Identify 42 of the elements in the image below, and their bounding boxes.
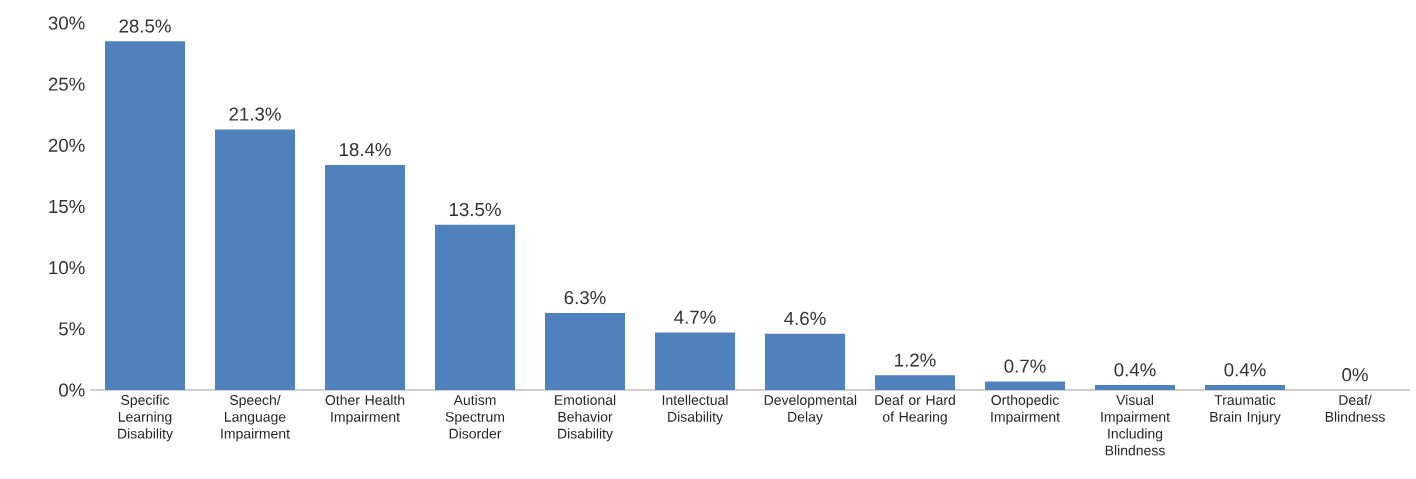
- data-label: 4.7%: [674, 310, 716, 324]
- x-tick-label: Traumatic Brain Injury: [1210, 394, 1281, 425]
- data-label: 28.5%: [119, 19, 171, 33]
- x-tick-label: Orthopedic Impairment: [991, 394, 1060, 425]
- y-tick-label: 30%: [48, 16, 85, 30]
- y-tick-label: 10%: [49, 261, 85, 275]
- x-tick-label: Speech/ Language Impairment: [221, 394, 290, 442]
- x-tick-label: Specific Learning Disability: [118, 394, 173, 442]
- x-tick-label: Deaf or Hard of Hearing: [875, 394, 955, 425]
- bar: [875, 375, 956, 390]
- y-tick-label: 0%: [59, 383, 85, 397]
- bar: [435, 224, 516, 390]
- data-label: 18.4%: [339, 142, 391, 157]
- data-label: 0.4%: [1224, 363, 1266, 377]
- x-tick-label: Autism Spectrum Disorder: [445, 394, 505, 439]
- data-label: 21.3%: [229, 107, 281, 121]
- data-label: 13.5%: [449, 202, 501, 217]
- data-label: 4.6%: [784, 311, 826, 326]
- bar: [105, 41, 186, 390]
- x-tick-label: Developmental Delay: [764, 394, 857, 425]
- bar: [1205, 385, 1286, 390]
- y-tick-label: 15%: [49, 199, 85, 214]
- bar: [1095, 385, 1176, 390]
- data-label: 0.7%: [1004, 359, 1046, 373]
- data-label: 0%: [1342, 368, 1368, 382]
- bar: [655, 332, 736, 390]
- data-label: 1.2%: [895, 353, 936, 367]
- x-tick-label: Intellectual Disability: [662, 394, 728, 425]
- y-tick-label: 20%: [48, 138, 85, 152]
- x-tick-label: Deaf/ Blindness: [1325, 394, 1385, 422]
- x-tick-label: Visual Impairment Including Blindness: [1101, 394, 1170, 456]
- y-tick-label: 5%: [59, 322, 85, 336]
- x-tick-label: Other Health Impairment: [325, 394, 405, 425]
- bar: [325, 164, 406, 390]
- y-tick-label: 25%: [48, 77, 85, 91]
- bar: [545, 312, 626, 390]
- bar: [765, 333, 846, 390]
- bar: [215, 129, 296, 390]
- x-tick-label: Emotional Behavior Disability: [555, 394, 616, 442]
- bar: [985, 381, 1066, 390]
- data-label: 6.3%: [564, 290, 606, 305]
- data-label: 0.4%: [1114, 363, 1156, 377]
